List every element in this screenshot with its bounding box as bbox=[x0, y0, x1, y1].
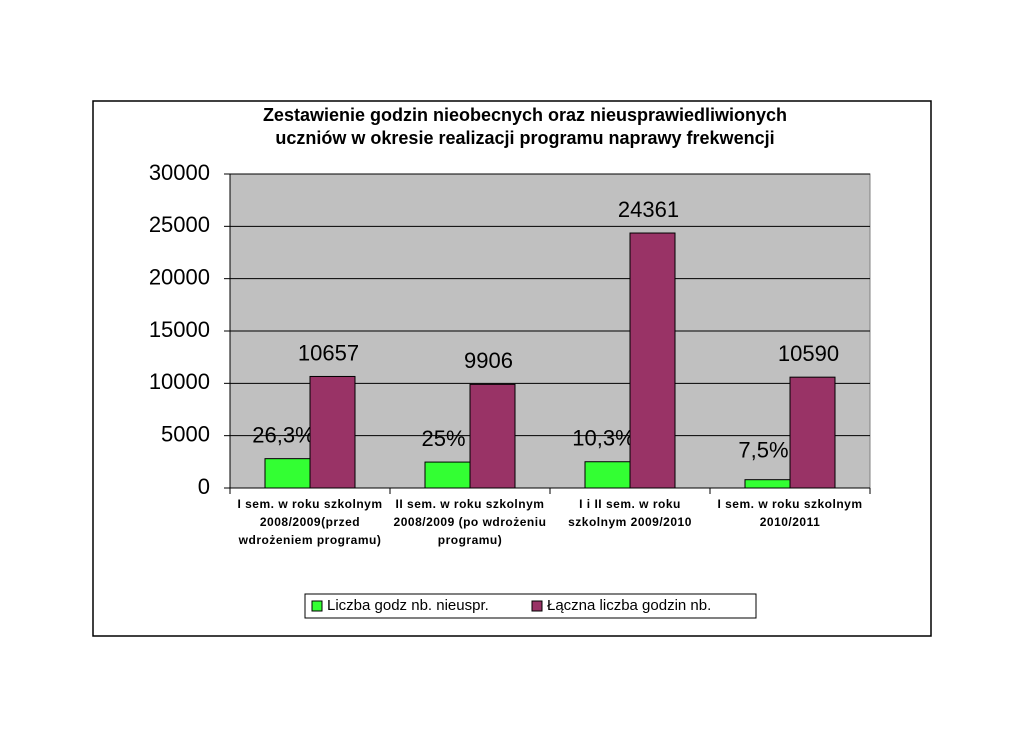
legend-label: Łączna liczba godzin nb. bbox=[547, 597, 711, 614]
y-tick-label: 0 bbox=[198, 474, 210, 499]
legend-box bbox=[304, 593, 757, 619]
value-label: 10590 bbox=[778, 341, 839, 366]
y-tick-label: 30000 bbox=[149, 160, 210, 185]
y-tick-label: 5000 bbox=[161, 421, 210, 446]
bar bbox=[424, 461, 471, 489]
value-label: 9906 bbox=[464, 348, 513, 373]
bar bbox=[264, 458, 311, 489]
legend-label: Liczba godz nb. nieuspr. bbox=[327, 597, 489, 614]
y-tick-label: 25000 bbox=[149, 212, 210, 237]
x-tick-label: I sem. w roku szkolnym 2010/2011 bbox=[717, 497, 863, 529]
x-label-box: I sem. w roku szkolnym 2010/2011 bbox=[717, 497, 863, 529]
x-label-box: II sem. w roku szkolnym 2008/2009 (po wd… bbox=[393, 497, 547, 547]
x-label-box: I sem. w roku szkolnym 2008/2009(przed w… bbox=[237, 497, 383, 547]
x-tick-label: I sem. w roku szkolnym 2008/2009(przed w… bbox=[237, 497, 383, 547]
chart-title: Zestawienie godzin nieobecnych oraz nieu… bbox=[262, 105, 788, 148]
bar bbox=[744, 479, 791, 489]
value-label: 10657 bbox=[298, 340, 359, 365]
value-label: 24361 bbox=[618, 197, 679, 222]
legend-swatch bbox=[531, 600, 543, 612]
title-box: Zestawienie godzin nieobecnych oraz nieu… bbox=[262, 105, 788, 148]
annotation: 26,3% bbox=[252, 422, 314, 447]
x-label-box: I i II sem. w roku szkolnym 2009/2010 bbox=[568, 497, 692, 529]
bar bbox=[584, 461, 631, 489]
bar bbox=[309, 375, 356, 489]
x-tick-label: II sem. w roku szkolnym 2008/2009 (po wd… bbox=[393, 497, 547, 547]
y-tick-label: 10000 bbox=[149, 369, 210, 394]
legend-swatch bbox=[311, 600, 323, 612]
bar bbox=[629, 232, 676, 489]
annotation: 25% bbox=[421, 426, 465, 451]
y-tick-label: 20000 bbox=[149, 264, 210, 289]
bar bbox=[789, 376, 836, 489]
annotation: 10,3% bbox=[572, 426, 634, 451]
bar bbox=[469, 383, 516, 489]
x-tick-label: I i II sem. w roku szkolnym 2009/2010 bbox=[568, 497, 692, 529]
y-tick-label: 15000 bbox=[149, 317, 210, 342]
annotation: 7,5% bbox=[738, 438, 788, 463]
